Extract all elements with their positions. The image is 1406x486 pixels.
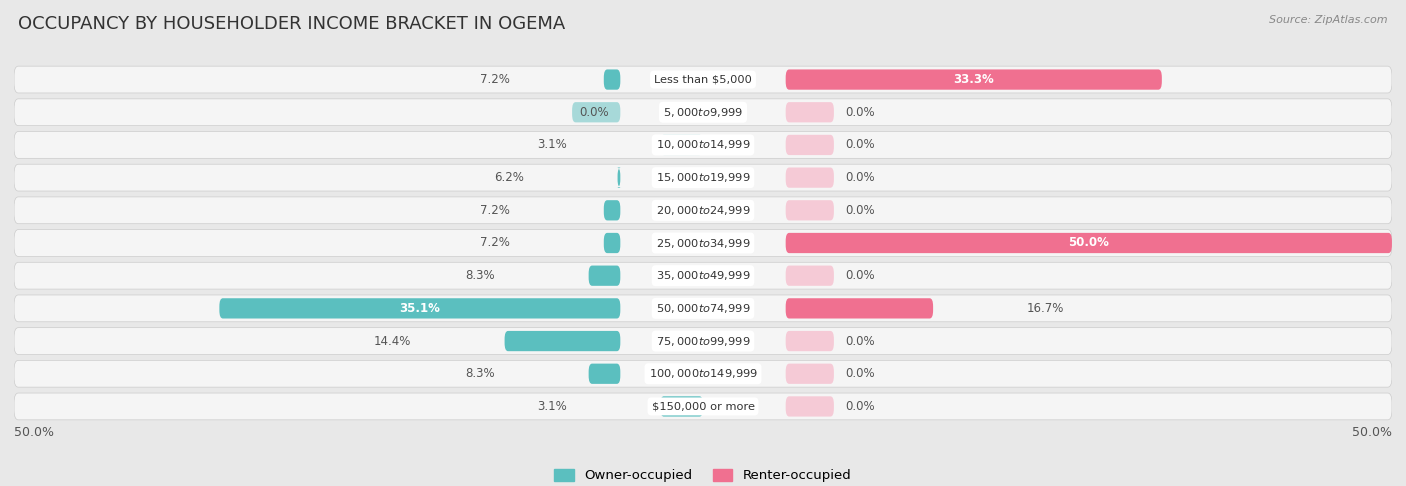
- Text: 8.3%: 8.3%: [465, 367, 495, 380]
- FancyBboxPatch shape: [14, 328, 1392, 354]
- FancyBboxPatch shape: [14, 197, 1392, 224]
- Text: $75,000 to $99,999: $75,000 to $99,999: [655, 334, 751, 347]
- FancyBboxPatch shape: [603, 69, 620, 90]
- Text: 50.0%: 50.0%: [1069, 237, 1109, 249]
- FancyBboxPatch shape: [786, 396, 834, 417]
- Text: 50.0%: 50.0%: [1353, 426, 1392, 439]
- Text: $20,000 to $24,999: $20,000 to $24,999: [655, 204, 751, 217]
- FancyBboxPatch shape: [786, 135, 834, 155]
- Text: 6.2%: 6.2%: [494, 171, 524, 184]
- Text: 0.0%: 0.0%: [845, 367, 875, 380]
- Text: 0.0%: 0.0%: [845, 139, 875, 152]
- FancyBboxPatch shape: [14, 393, 1392, 420]
- FancyBboxPatch shape: [14, 262, 1392, 289]
- Text: 7.2%: 7.2%: [481, 237, 510, 249]
- FancyBboxPatch shape: [661, 135, 703, 155]
- FancyBboxPatch shape: [661, 396, 703, 417]
- FancyBboxPatch shape: [219, 298, 620, 318]
- FancyBboxPatch shape: [786, 331, 834, 351]
- Text: $100,000 to $149,999: $100,000 to $149,999: [648, 367, 758, 380]
- FancyBboxPatch shape: [14, 66, 1392, 93]
- FancyBboxPatch shape: [14, 229, 1392, 257]
- Text: 35.1%: 35.1%: [399, 302, 440, 315]
- FancyBboxPatch shape: [617, 168, 621, 188]
- Text: Source: ZipAtlas.com: Source: ZipAtlas.com: [1270, 15, 1388, 25]
- FancyBboxPatch shape: [786, 265, 834, 286]
- Text: 0.0%: 0.0%: [845, 204, 875, 217]
- Text: $35,000 to $49,999: $35,000 to $49,999: [655, 269, 751, 282]
- FancyBboxPatch shape: [786, 200, 834, 221]
- Text: $5,000 to $9,999: $5,000 to $9,999: [664, 106, 742, 119]
- FancyBboxPatch shape: [14, 360, 1392, 387]
- FancyBboxPatch shape: [14, 132, 1392, 158]
- FancyBboxPatch shape: [589, 364, 620, 384]
- FancyBboxPatch shape: [786, 233, 1392, 253]
- Text: 3.1%: 3.1%: [537, 400, 567, 413]
- Text: 7.2%: 7.2%: [481, 73, 510, 86]
- Text: 7.2%: 7.2%: [481, 204, 510, 217]
- Text: 3.1%: 3.1%: [537, 139, 567, 152]
- Text: 14.4%: 14.4%: [374, 334, 411, 347]
- FancyBboxPatch shape: [14, 295, 1392, 322]
- FancyBboxPatch shape: [603, 200, 620, 221]
- Text: 0.0%: 0.0%: [845, 334, 875, 347]
- FancyBboxPatch shape: [572, 102, 620, 122]
- Text: 50.0%: 50.0%: [14, 426, 53, 439]
- FancyBboxPatch shape: [603, 233, 620, 253]
- FancyBboxPatch shape: [786, 102, 834, 122]
- FancyBboxPatch shape: [786, 168, 834, 188]
- Text: 16.7%: 16.7%: [1026, 302, 1064, 315]
- Text: 0.0%: 0.0%: [845, 400, 875, 413]
- FancyBboxPatch shape: [786, 364, 834, 384]
- Text: 0.0%: 0.0%: [845, 269, 875, 282]
- Text: 8.3%: 8.3%: [465, 269, 495, 282]
- FancyBboxPatch shape: [14, 99, 1392, 126]
- Text: 0.0%: 0.0%: [845, 171, 875, 184]
- Text: $15,000 to $19,999: $15,000 to $19,999: [655, 171, 751, 184]
- Text: $10,000 to $14,999: $10,000 to $14,999: [655, 139, 751, 152]
- Text: Less than $5,000: Less than $5,000: [654, 74, 752, 85]
- Text: $50,000 to $74,999: $50,000 to $74,999: [655, 302, 751, 315]
- FancyBboxPatch shape: [14, 164, 1392, 191]
- Text: 33.3%: 33.3%: [953, 73, 994, 86]
- Text: 0.0%: 0.0%: [579, 106, 609, 119]
- FancyBboxPatch shape: [505, 331, 620, 351]
- Text: 0.0%: 0.0%: [845, 106, 875, 119]
- Text: OCCUPANCY BY HOUSEHOLDER INCOME BRACKET IN OGEMA: OCCUPANCY BY HOUSEHOLDER INCOME BRACKET …: [18, 15, 565, 33]
- FancyBboxPatch shape: [786, 298, 934, 318]
- FancyBboxPatch shape: [786, 69, 1161, 90]
- Text: $25,000 to $34,999: $25,000 to $34,999: [655, 237, 751, 249]
- Legend: Owner-occupied, Renter-occupied: Owner-occupied, Renter-occupied: [548, 464, 858, 486]
- Text: $150,000 or more: $150,000 or more: [651, 401, 755, 412]
- FancyBboxPatch shape: [589, 265, 620, 286]
